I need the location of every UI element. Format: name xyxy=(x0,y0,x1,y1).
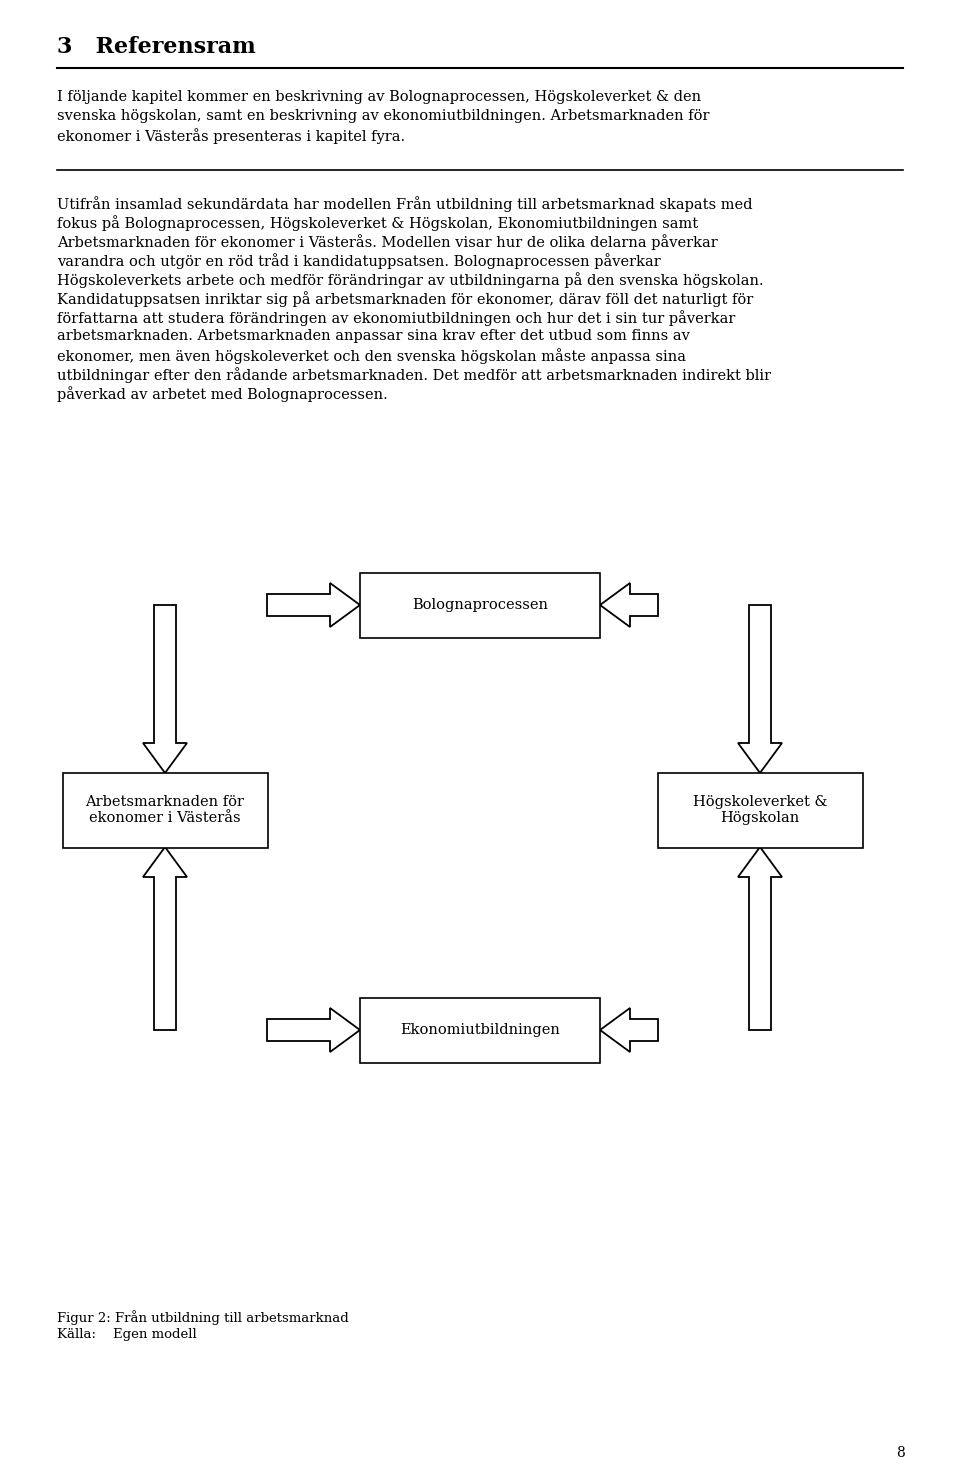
Polygon shape xyxy=(143,847,187,1030)
Polygon shape xyxy=(738,605,782,773)
Text: svenska högskolan, samt en beskrivning av ekonomiutbildningen. Arbetsmarknaden f: svenska högskolan, samt en beskrivning a… xyxy=(57,108,709,123)
Bar xyxy=(360,997,600,1063)
Text: 8: 8 xyxy=(897,1445,905,1460)
Polygon shape xyxy=(267,583,360,628)
Text: Högskoleverket &
Högskolan: Högskoleverket & Högskolan xyxy=(693,795,828,825)
Text: fokus på Bolognaprocessen, Högskoleverket & Högskolan, Ekonomiutbildningen samt: fokus på Bolognaprocessen, Högskoleverke… xyxy=(57,215,698,232)
Text: utbildningar efter den rådande arbetsmarknaden. Det medför att arbetsmarknaden i: utbildningar efter den rådande arbetsmar… xyxy=(57,367,771,383)
Bar xyxy=(360,573,600,638)
Text: Ekonomiutbildningen: Ekonomiutbildningen xyxy=(400,1022,560,1037)
Text: I följande kapitel kommer en beskrivning av Bolognaprocessen, Högskoleverket & d: I följande kapitel kommer en beskrivning… xyxy=(57,91,701,104)
Polygon shape xyxy=(267,1008,360,1052)
Bar xyxy=(62,773,268,847)
Polygon shape xyxy=(600,583,658,628)
Text: Arbetsmarknaden för
ekonomer i Västerås: Arbetsmarknaden för ekonomer i Västerås xyxy=(85,795,245,825)
Text: ekonomer, men även högskoleverket och den svenska högskolan måste anpassa sina: ekonomer, men även högskoleverket och de… xyxy=(57,349,686,364)
Text: författarna att studera förändringen av ekonomiutbildningen och hur det i sin tu: författarna att studera förändringen av … xyxy=(57,310,735,326)
Text: Figur 2: Från utbildning till arbetsmarknad: Figur 2: Från utbildning till arbetsmark… xyxy=(57,1310,348,1325)
Text: arbetsmarknaden. Arbetsmarknaden anpassar sina krav efter det utbud som finns av: arbetsmarknaden. Arbetsmarknaden anpassa… xyxy=(57,329,690,343)
Text: 3   Referensram: 3 Referensram xyxy=(57,36,255,58)
Polygon shape xyxy=(600,1008,658,1052)
Text: Kandidatuppsatsen inriktar sig på arbetsmarknaden för ekonomer, därav föll det n: Kandidatuppsatsen inriktar sig på arbets… xyxy=(57,291,754,307)
Text: Arbetsmarknaden för ekonomer i Västerås. Modellen visar hur de olika delarna påv: Arbetsmarknaden för ekonomer i Västerås.… xyxy=(57,234,718,249)
Text: Utifrån insamlad sekundärdata har modellen Från utbildning till arbetsmarknad sk: Utifrån insamlad sekundärdata har modell… xyxy=(57,196,753,212)
Bar xyxy=(658,773,862,847)
Text: varandra och utgör en röd tråd i kandidatuppsatsen. Bolognaprocessen påverkar: varandra och utgör en röd tråd i kandida… xyxy=(57,252,660,269)
Text: ekonomer i Västerås presenteras i kapitel fyra.: ekonomer i Västerås presenteras i kapite… xyxy=(57,128,405,144)
Text: Högskoleverkets arbete och medför förändringar av utbildningarna på den svenska : Högskoleverkets arbete och medför föränd… xyxy=(57,272,763,288)
Text: Bolognaprocessen: Bolognaprocessen xyxy=(412,598,548,611)
Polygon shape xyxy=(143,605,187,773)
Polygon shape xyxy=(738,847,782,1030)
Text: påverkad av arbetet med Bolognaprocessen.: påverkad av arbetet med Bolognaprocessen… xyxy=(57,386,388,402)
Text: Källa:    Egen modell: Källa: Egen modell xyxy=(57,1328,197,1342)
